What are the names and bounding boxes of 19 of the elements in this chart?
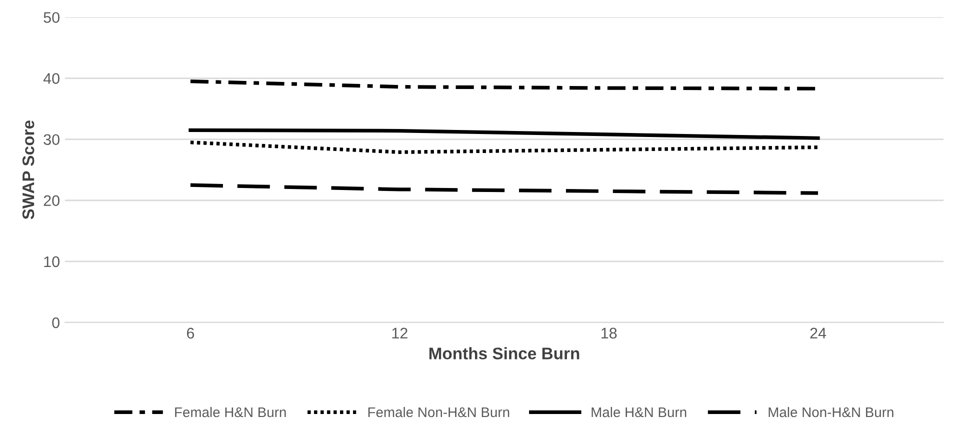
legend-label: Female H&N Burn <box>175 406 286 418</box>
x-tick-label: 6 <box>186 328 194 339</box>
x-tick-label: 24 <box>810 328 826 338</box>
x-axis-title: Months Since Burn <box>429 347 580 360</box>
y-axis-title: SWAP Score <box>22 120 34 220</box>
legend-label: Male H&N Burn <box>592 406 686 418</box>
legend-label: Male Non-H&N Burn <box>768 406 894 418</box>
x-tick-label: 12 <box>392 328 408 338</box>
y-tick-label: 20 <box>44 195 60 206</box>
line-series <box>188 183 820 195</box>
y-tick-label: 0 <box>52 317 60 328</box>
line-series <box>188 128 820 140</box>
y-tick-label: 40 <box>43 73 60 84</box>
x-tick-label: 18 <box>602 328 617 339</box>
legend-label: Female Non-H&N Burn <box>368 406 510 418</box>
y-tick-label: 30 <box>44 134 60 146</box>
y-tick-label: 50 <box>44 12 60 23</box>
line-series <box>188 140 820 154</box>
y-tick-label: 10 <box>44 256 60 268</box>
